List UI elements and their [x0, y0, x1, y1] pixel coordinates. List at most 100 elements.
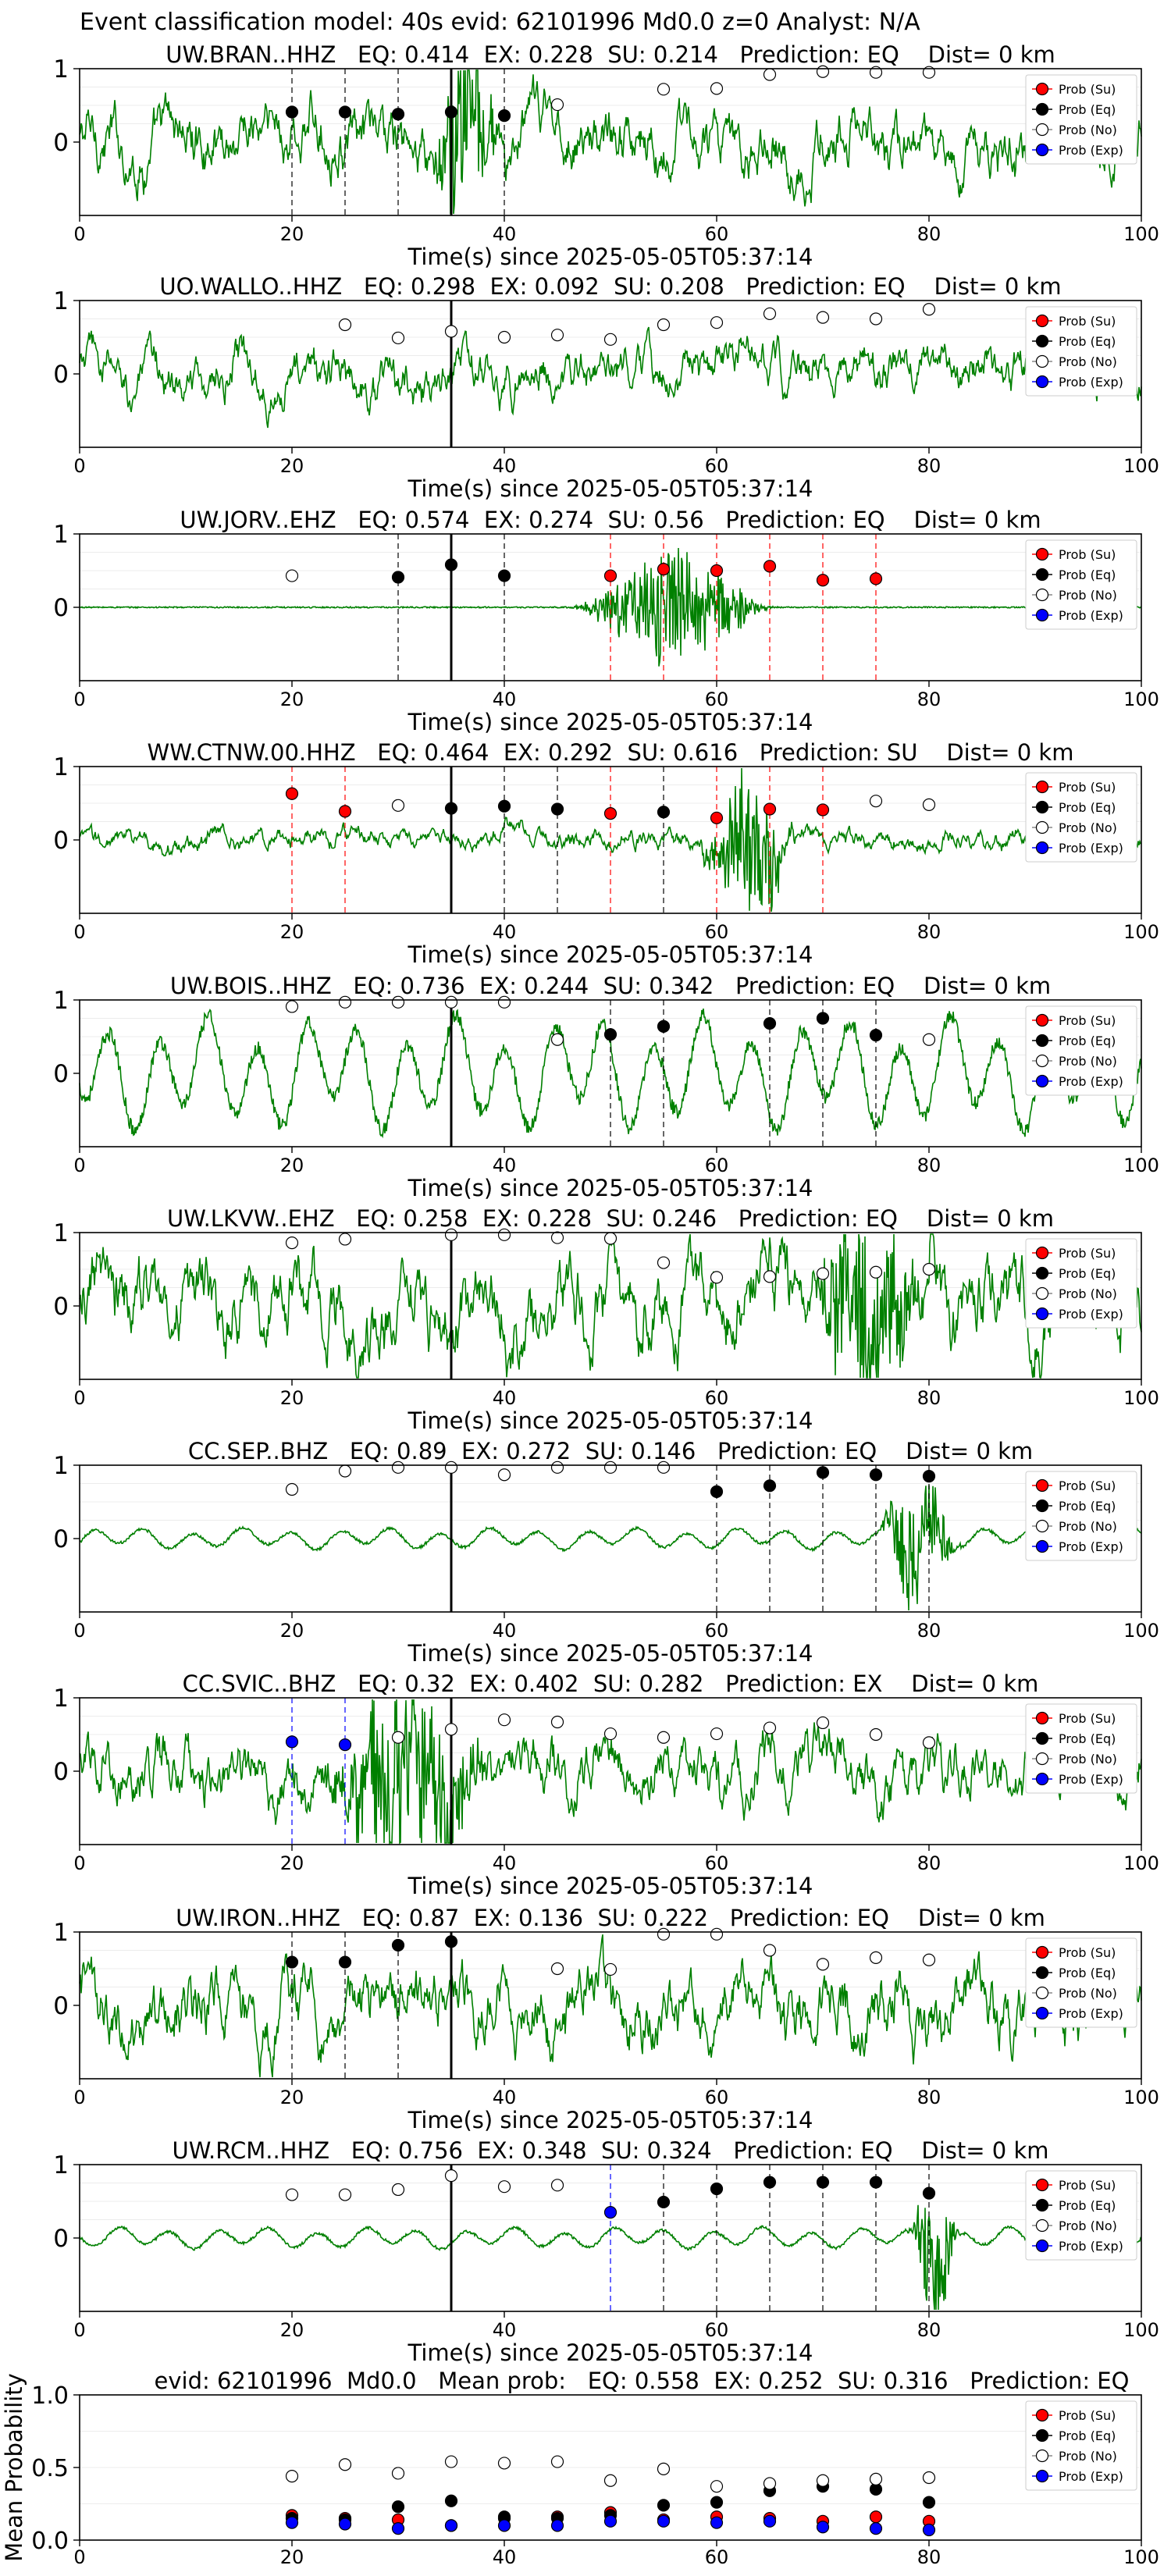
panel-2-legend-item-no: Prob (No): [1032, 354, 1117, 369]
panel-5-legend-marker-su: [1035, 1013, 1049, 1027]
panel-4-xtick-label-5: 100: [1123, 921, 1159, 943]
panel-9-legend-label-eq: Prob (Eq): [1059, 1966, 1116, 1980]
panel-3-xtick-label-3: 60: [705, 688, 729, 710]
panel-10-xtick-label-5: 100: [1123, 2319, 1159, 2341]
panel-9-point-0: [285, 1955, 299, 1969]
panel-8-point-12: [922, 1736, 936, 1749]
panel-2-point-6: [657, 318, 671, 332]
panel-3-point-4: [603, 569, 618, 582]
panel-4-legend-marker-exp: [1035, 841, 1049, 855]
panel-10-legend-item-no: Prob (No): [1032, 2218, 1117, 2233]
panel-1-legend-marker-no: [1035, 123, 1049, 137]
panel-9-legend-label-no: Prob (No): [1059, 1986, 1117, 2001]
panel-2-legend-marker-su: [1035, 314, 1049, 328]
mean-panel-legend-item-su: Prob (Su): [1032, 2408, 1116, 2423]
panel-5-point-3: [444, 995, 458, 1009]
panel-6-point-8: [763, 1270, 777, 1283]
panel-5-point-8: [763, 1016, 777, 1030]
panel-2-xlabel: Time(s) since 2025-05-05T05:37:14: [408, 475, 813, 502]
panel-10-waveform: [79, 2204, 1142, 2311]
panel-6-legend-marker-exp: [1035, 1307, 1049, 1321]
panel-9-ytick-label-0: 0: [53, 1992, 69, 2020]
panel-5-point-9: [816, 1012, 830, 1025]
panel-7-title: CC.SEP..BHZ EQ: 0.89 EX: 0.272 SU: 0.146…: [188, 1438, 1033, 1464]
panel-10-legend-box: [1025, 2170, 1137, 2261]
panel-5-legend-box: [1025, 1005, 1137, 1096]
mean-panel-xtick-label-1: 20: [280, 2546, 304, 2568]
panel-1-point-1: [338, 105, 352, 119]
panel-6-point-11: [922, 1262, 936, 1276]
panel-5-legend-item-eq: Prob (Eq): [1032, 1034, 1116, 1048]
panel-6-xtick-label-1: 20: [280, 1387, 304, 1409]
panel-1-point-0: [285, 105, 299, 119]
panel-7-point-1: [338, 1464, 352, 1478]
panel-7-ytick-label-0: 0: [53, 1525, 69, 1553]
panel-8-point-9: [763, 1721, 777, 1735]
panel-2-point-5: [603, 333, 618, 346]
panel-6-xtick-label-2: 40: [493, 1387, 517, 1409]
panel-6-point-4: [550, 1231, 564, 1244]
panel-6-point-0: [285, 1236, 299, 1250]
mean-panel-point-exp-0: [285, 2516, 299, 2529]
panel-3-legend-item-su: Prob (Su): [1032, 547, 1116, 562]
panel-5-point-0: [285, 1000, 299, 1013]
panel-10-legend-marker-su: [1035, 2178, 1049, 2192]
panel-5-xtick-label-1: 20: [280, 1155, 304, 1176]
panel-5-ytick-label-1: 1: [53, 987, 69, 1015]
panel-3-title: UW.JORV..EHZ EQ: 0.574 EX: 0.274 SU: 0.5…: [180, 507, 1041, 533]
mean-panel-xtick-label-3: 60: [705, 2546, 729, 2568]
panel-4-point-3: [444, 802, 458, 815]
panel-1-point-5: [550, 98, 564, 112]
panel-1-waveform: [79, 69, 1142, 215]
panel-1-xtick-label-3: 60: [705, 223, 729, 245]
mean-panel-point-exp-12: [922, 2523, 936, 2537]
panel-4-point-5: [550, 802, 564, 816]
panel-3-point-7: [763, 560, 777, 573]
panel-6-point-3: [497, 1228, 511, 1241]
panel-9-legend-item-no: Prob (No): [1032, 1986, 1117, 2001]
panel-6-legend-item-no: Prob (No): [1032, 1286, 1117, 1301]
mean-panel-xtick-label-5: 100: [1123, 2546, 1159, 2568]
panel-8-xlabel: Time(s) since 2025-05-05T05:37:14: [408, 1873, 813, 1899]
panel-8-legend-marker-no: [1035, 1752, 1049, 1766]
panel-1-ytick-label-0: 0: [53, 129, 69, 157]
panel-7-point-8: [710, 1485, 724, 1498]
panel-5-point-1: [338, 995, 352, 1009]
panel-2-legend-item-eq: Prob (Eq): [1032, 334, 1116, 349]
panel-4-ytick-label-1: 1: [53, 753, 69, 781]
panel-5-legend-label-exp: Prob (Exp): [1059, 1074, 1123, 1089]
mean-panel-point-eq-2: [391, 2500, 405, 2514]
panel-3-legend-marker-su: [1035, 547, 1049, 561]
panel-7-point-11: [869, 1468, 883, 1482]
mean-panel-xtick-label-4: 80: [917, 2546, 941, 2568]
panel-1-legend-box: [1025, 74, 1137, 165]
panel-9-legend-marker-no: [1035, 1986, 1049, 2000]
panel-6-point-7: [710, 1271, 724, 1284]
panel-4-xtick-label-2: 40: [493, 921, 517, 943]
mean-panel-point-su-11: [869, 2510, 883, 2524]
mean-panel-ytick-label-0: 0.0: [31, 2528, 69, 2555]
panel-6-point-9: [816, 1267, 830, 1280]
mean-panel-point-no-10: [816, 2474, 830, 2487]
panel-8-legend-label-eq: Prob (Eq): [1059, 1731, 1116, 1746]
panel-10-point-0: [285, 2188, 299, 2201]
panel-5-point-4: [497, 995, 511, 1009]
mean-panel-ytick-label-2: 1.0: [31, 2382, 69, 2410]
panel-2-xtick-label-1: 20: [280, 455, 304, 477]
panel-8-legend-item-eq: Prob (Eq): [1032, 1731, 1116, 1746]
panel-6-point-1: [338, 1233, 352, 1246]
panel-9-point-1: [338, 1955, 352, 1969]
panel-9-legend-item-su: Prob (Su): [1032, 1945, 1116, 1960]
panel-6-point-2: [444, 1228, 458, 1241]
panel-8-legend-label-no: Prob (No): [1059, 1752, 1117, 1767]
panel-6-legend-item-su: Prob (Su): [1032, 1246, 1116, 1261]
panel-5-point-7: [657, 1019, 671, 1033]
panel-9-legend-marker-exp: [1035, 2006, 1049, 2020]
panel-7-axes-frame: [79, 1464, 1142, 1613]
panel-5-point-6: [603, 1028, 618, 1041]
panel-6-xtick-label-5: 100: [1123, 1387, 1159, 1409]
panel-2-point-1: [391, 331, 405, 345]
panel-4-title: WW.CTNW.00.HHZ EQ: 0.464 EX: 0.292 SU: 0…: [148, 739, 1074, 766]
panel-7-legend-label-exp: Prob (Exp): [1059, 1539, 1123, 1554]
panel-8-xtick-label-4: 80: [917, 1852, 941, 1874]
